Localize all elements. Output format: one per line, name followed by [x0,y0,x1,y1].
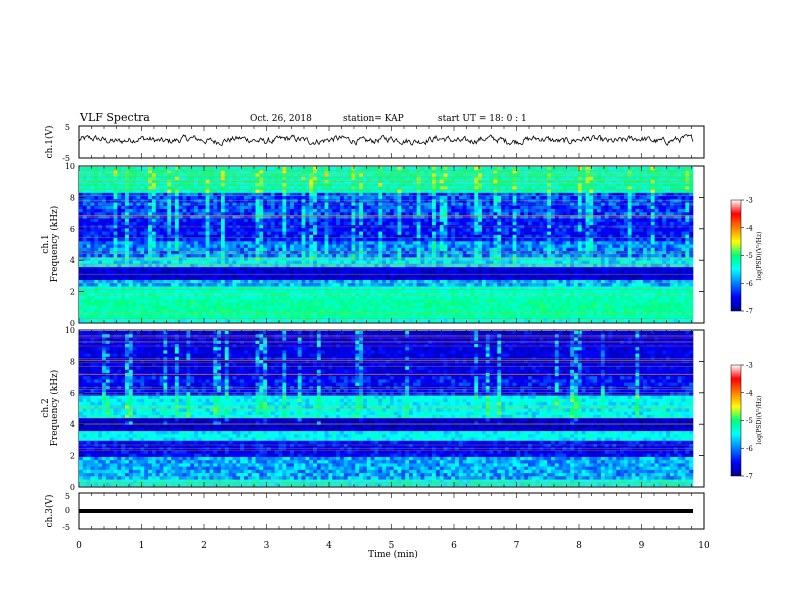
colorbar-tick-label: -7 [746,308,753,316]
ch1-waveform-line [78,134,694,146]
time-tick-label: 5 [389,541,395,551]
ch2-colorbar: -3 -4 -5 -6 -7 log(PSD)(V²/Hz) [730,362,763,481]
time-tick-label: 3 [264,541,270,551]
start-time-label: start UT = 18: 0 : 1 [438,114,527,124]
date-label: Oct. 26, 2018 [250,114,312,124]
colorbar-tick-label: -4 [746,224,753,232]
freq-tick-label: 6 [70,225,75,234]
time-ticks [78,126,705,529]
freq-tick-label: 2 [70,452,75,461]
time-tick-label: 9 [639,541,645,551]
colorbar-tick-label: -4 [746,389,753,397]
x-axis-label: Time (min) [368,549,418,560]
time-tick-label: 1 [139,541,145,551]
time-tick-label: 0 [76,541,82,551]
colorbar-tick-label: -5 [746,252,753,260]
ch2-spectrogram-panel: 0 2 4 6 8 10 ch.2 Frequency (kHz) [41,326,705,492]
freq-tick-label: 10 [65,162,75,171]
ch3-waveform-panel: 5 0 -5 ch.3(V) [44,492,705,532]
freq-tick-label: 0 [70,483,75,492]
time-tick-label: 7 [514,541,520,551]
ch3-waveform-line [79,509,693,513]
time-tick-label: 6 [451,541,457,551]
time-tick-label: 8 [576,541,582,551]
freq-tick-label: 8 [70,193,75,202]
ch1-colorbar: -3 -4 -5 -6 -7 log(PSD)(V²/Hz) [730,197,763,316]
time-tick-labels: 0 1 2 3 4 5 6 7 8 9 10 [76,541,710,551]
ch1-ytick-bottom: -5 [62,154,70,163]
station-label: station= KAP [343,114,404,124]
ch1-spectrogram-image [79,167,694,323]
ch1-ylabel-line2: Frequency (kHz) [49,206,60,283]
figure-title: VLF Spectra [80,111,150,124]
ch1-ytick-top: 5 [65,123,70,132]
time-tick-label: 2 [201,541,207,551]
colorbar-tick-label: -5 [746,417,753,425]
freq-tick-label: 6 [70,389,75,398]
freq-tick-label: 10 [65,326,75,335]
ch3-ytick-neg5: -5 [62,523,70,532]
ch1-spectrogram-panel: 0 2 4 6 8 10 ch.1 Frequency (kHz) [41,162,705,328]
colorbar-tick-label: -3 [746,362,753,370]
ch2-spectrogram-image [79,331,694,487]
ch1-waveform-panel: 5 -5 ch.1(V) [44,123,705,163]
freq-tick-label: 4 [70,420,75,429]
ch3-ylabel: ch.3(V) [44,495,55,528]
ch1-ylabel: ch.1(V) [44,126,55,159]
ch1-colorbar-label: log(PSD)(V²/Hz) [756,232,763,281]
freq-tick-label: 8 [70,357,75,366]
freq-tick-label: 0 [70,319,75,328]
freq-tick-label: 2 [70,288,75,297]
ch2-ylabel-line1: ch.2 [41,398,51,417]
colorbar-tick-label: -3 [746,197,753,205]
colorbar-tick-label: -6 [746,280,753,288]
ch2-colorbar-label: log(PSD)(V²/Hz) [756,396,763,445]
colorbar-tick-label: -7 [746,473,753,481]
time-tick-label: 10 [698,541,710,551]
freq-tick-label: 4 [70,256,75,265]
ch3-ytick-0: 0 [65,506,70,515]
ch2-ylabel-line2: Frequency (kHz) [49,370,60,447]
colorbar-tick-label: -6 [746,445,753,453]
ch3-ytick-5: 5 [65,492,70,501]
ch1-frequency-axis: 0 2 4 6 8 10 [65,162,704,328]
ch2-frequency-axis: 0 2 4 6 8 10 [65,326,704,492]
ch1-ylabel-line1: ch.1 [41,234,51,253]
time-tick-label: 4 [326,541,332,551]
